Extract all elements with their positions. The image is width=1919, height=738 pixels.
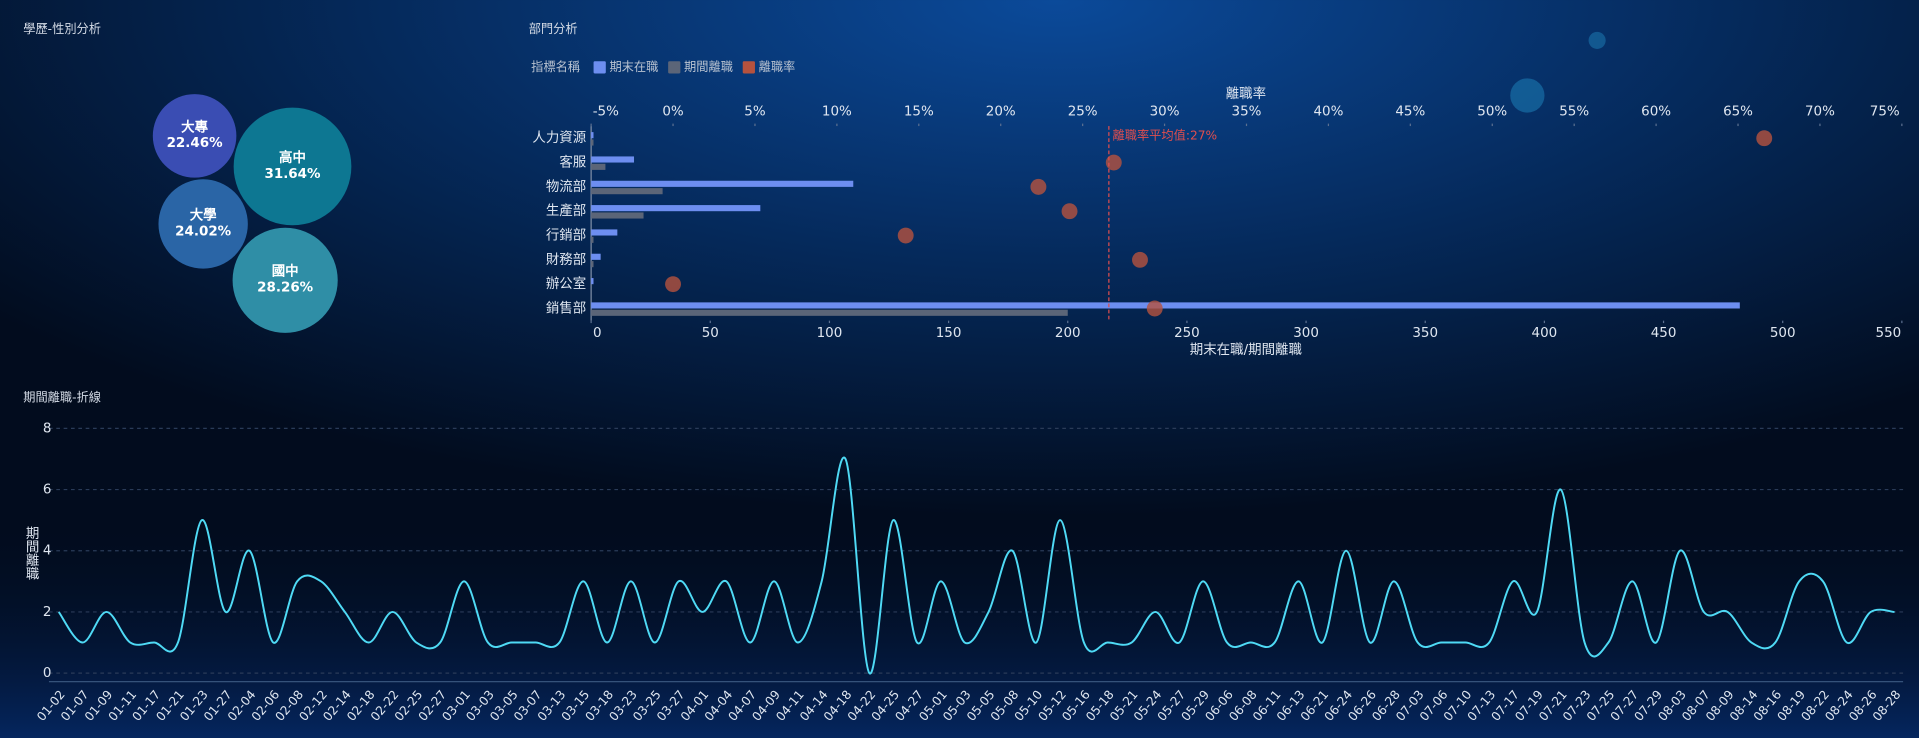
x-tick-label: 450 <box>1651 326 1677 341</box>
bar <box>591 236 594 243</box>
x-tick-label: 50 <box>702 326 719 341</box>
bar <box>591 156 635 163</box>
x2-tick-label: 5% <box>744 104 766 119</box>
x2-tick-label: 50% <box>1477 104 1507 119</box>
legend-title: 指標名稱 <box>531 59 580 74</box>
bar <box>591 309 1068 316</box>
bar <box>591 139 594 146</box>
x2-tick-label: 30% <box>1150 104 1180 119</box>
rate-dot <box>1756 130 1773 147</box>
x-tick-label: 200 <box>1055 326 1081 341</box>
y-tick-label: 生產部 <box>546 202 586 219</box>
x2-tick-label: 25% <box>1068 104 1098 119</box>
rate-dot <box>1061 203 1078 220</box>
panel-title: 學歷-性別分析 <box>23 22 101 36</box>
decor-planet <box>1510 78 1545 113</box>
bubble-label: 大專 <box>181 118 208 135</box>
bubble-label: 高中 <box>279 149 306 166</box>
x-tick-label: 500 <box>1770 326 1796 341</box>
x2-tick-label: 15% <box>904 104 934 119</box>
x-tick-label: 300 <box>1293 326 1319 341</box>
bubble <box>233 107 352 226</box>
x2-tick-label: 65% <box>1723 104 1753 119</box>
bubble-value: 31.64% <box>264 167 321 182</box>
y-tick-label: 辦公室 <box>546 275 586 292</box>
x2-tick-label: 60% <box>1641 104 1671 119</box>
legend-swatch <box>668 61 681 74</box>
x2-tick-label: 20% <box>986 104 1016 119</box>
bar <box>591 180 854 187</box>
bubble <box>152 94 237 178</box>
panel-title: 期間離職-折線 <box>23 389 101 404</box>
x-tick-label: 150 <box>936 326 962 341</box>
bar <box>591 132 594 139</box>
bar <box>591 253 601 260</box>
y-tick-label: 4 <box>43 544 52 559</box>
bar <box>591 212 644 219</box>
legend-label: 期間離職 <box>684 60 733 74</box>
bar <box>591 278 594 285</box>
bar <box>591 188 663 195</box>
legend-label: 離職率 <box>759 59 796 74</box>
x2-tick-label: 55% <box>1559 104 1589 119</box>
rate-dot <box>1105 154 1122 171</box>
x2-tick-label: 75% <box>1870 104 1900 119</box>
y-tick-label: 物流部 <box>546 179 586 195</box>
x2-tick-label: 70% <box>1805 104 1835 119</box>
y-tick-label: 財務部 <box>546 252 586 268</box>
y-tick-label: 6 <box>43 483 52 498</box>
bar <box>591 229 618 236</box>
x-axis-title: 期末在職/期間離職 <box>1190 342 1303 358</box>
y-tick-label: 8 <box>43 421 52 436</box>
legend-swatch <box>742 61 755 74</box>
line <box>57 456 1895 675</box>
y-tick-label: 0 <box>43 666 52 681</box>
y-tick-label: 行銷部 <box>546 228 586 244</box>
bar <box>591 163 606 170</box>
y-axis-title: 期間離職 <box>23 526 40 580</box>
y-tick-label: 2 <box>43 605 52 620</box>
rate-dot <box>1030 178 1047 195</box>
y-tick-label: 人力資源 <box>532 130 586 146</box>
bar <box>591 205 761 212</box>
rate-dot <box>665 276 681 293</box>
bubble <box>232 227 338 333</box>
x2-tick-label: 45% <box>1395 104 1425 119</box>
panel-title: 部門分析 <box>529 21 578 36</box>
rate-dot <box>897 227 914 244</box>
rate-dot <box>1146 300 1163 317</box>
x2-tick-label: 10% <box>822 104 852 119</box>
x-tick-label: 100 <box>817 326 843 341</box>
bar <box>591 261 594 268</box>
x-tick-label: 400 <box>1532 326 1558 341</box>
background-floor <box>0 514 1919 738</box>
x-tick-label: 350 <box>1412 326 1438 341</box>
mark-line-label: 離職率平均值:27% <box>1113 127 1218 142</box>
bubble-value: 24.02% <box>175 224 232 239</box>
x-tick-label: 550 <box>1876 326 1902 341</box>
legend-swatch <box>593 61 606 74</box>
y-tick-label: 客服 <box>559 154 586 171</box>
bubble-value: 28.26% <box>257 281 314 296</box>
bar <box>591 302 1740 309</box>
x2-tick-label: 35% <box>1232 104 1262 119</box>
x2-tick-label: 0% <box>662 104 684 119</box>
x2-axis-title: 離職率 <box>1226 85 1266 102</box>
x2-tick-label: -5% <box>593 104 619 119</box>
bubble <box>158 179 248 269</box>
x2-tick-label: 40% <box>1313 104 1343 119</box>
x-tick-label: 250 <box>1174 326 1200 341</box>
decor-planet <box>1588 31 1606 49</box>
y-tick-label: 銷售部 <box>546 300 586 316</box>
rate-dot <box>1132 251 1148 268</box>
x-tick-label: 0 <box>593 326 602 341</box>
bubble-label: 國中 <box>272 263 299 280</box>
bubble-label: 大學 <box>190 206 217 223</box>
legend-label: 期末在職 <box>609 60 658 74</box>
bubble-value: 22.46% <box>167 136 224 151</box>
